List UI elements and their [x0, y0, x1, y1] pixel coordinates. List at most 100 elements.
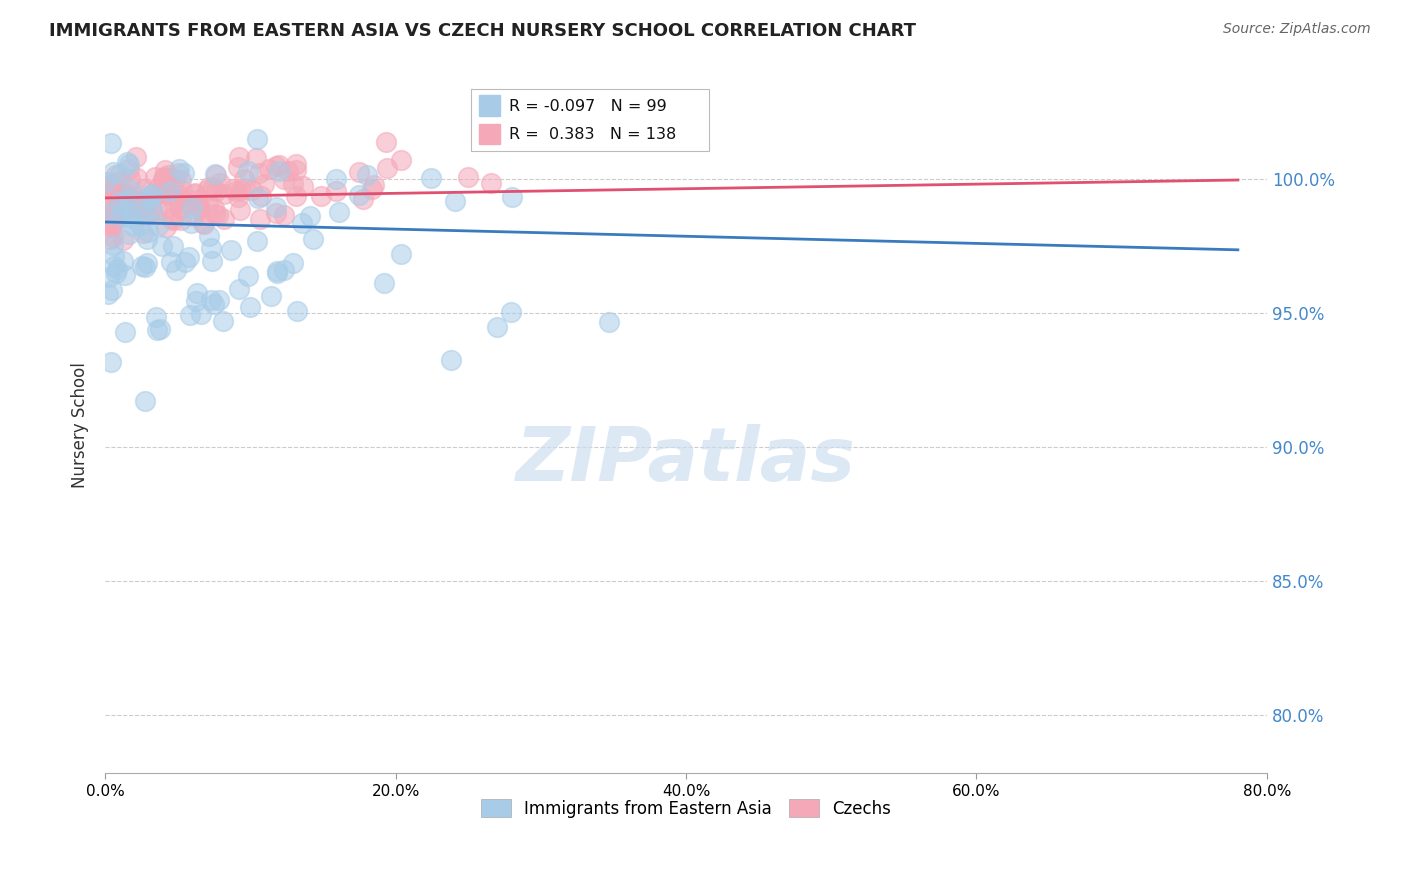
Point [115, 199, 138, 213]
Point [157, 170, 180, 185]
Point [100, 136, 122, 151]
Point [204, 167, 226, 181]
Point [131, 260, 153, 274]
Point [110, 194, 132, 209]
Point [136, 189, 159, 203]
Point [114, 268, 136, 283]
Point [117, 157, 139, 171]
Point [97, 186, 120, 200]
Point [105, 206, 128, 220]
Point [138, 194, 160, 208]
Point [207, 208, 229, 222]
Point [153, 186, 176, 200]
Point [204, 168, 226, 182]
Point [124, 198, 146, 212]
Point [100, 355, 122, 369]
Point [299, 209, 322, 223]
Point [153, 169, 176, 184]
Point [212, 313, 235, 327]
Point [188, 202, 211, 216]
Point [200, 293, 222, 308]
Point [94, 175, 117, 189]
Point [127, 205, 149, 219]
Point [170, 183, 193, 197]
Point [183, 187, 205, 202]
Point [143, 170, 166, 185]
Point [239, 300, 262, 314]
Point [114, 191, 136, 205]
Bar [479, 123, 501, 145]
Point [107, 201, 129, 215]
FancyBboxPatch shape [471, 89, 709, 151]
Point [122, 190, 145, 204]
Point [266, 266, 288, 280]
Point [202, 180, 225, 194]
Point [132, 226, 155, 240]
Point [100, 195, 122, 210]
Point [138, 207, 160, 221]
Point [150, 238, 173, 252]
Point [100, 182, 122, 196]
Point [114, 325, 136, 339]
Point [499, 305, 522, 319]
Point [125, 150, 148, 164]
Point [148, 219, 170, 233]
Point [108, 167, 131, 181]
Point [301, 232, 323, 246]
Point [229, 202, 252, 217]
Point [207, 293, 229, 307]
Point [228, 150, 250, 164]
Point [101, 237, 124, 252]
Point [146, 323, 169, 337]
Point [356, 169, 378, 183]
Point [391, 153, 413, 167]
Point [187, 195, 209, 210]
Point [292, 178, 315, 193]
Point [165, 172, 187, 186]
Point [204, 207, 226, 221]
Point [98, 269, 121, 284]
Point [485, 319, 508, 334]
Point [204, 184, 226, 198]
Point [166, 193, 188, 207]
Point [118, 171, 141, 186]
Point [152, 182, 174, 196]
Point [129, 218, 152, 232]
Point [108, 206, 131, 220]
Point [260, 289, 283, 303]
Point [200, 241, 222, 255]
Point [107, 175, 129, 189]
Point [184, 186, 207, 201]
Point [165, 263, 187, 277]
Point [281, 177, 304, 191]
Point [97, 178, 120, 193]
Point [457, 170, 479, 185]
Point [202, 201, 225, 215]
Point [98, 214, 121, 228]
Point [111, 254, 134, 268]
Point [180, 216, 202, 230]
Point [225, 184, 247, 198]
Point [118, 227, 141, 241]
Point [110, 209, 132, 223]
Point [284, 189, 307, 203]
Point [347, 188, 370, 202]
Text: Source: ZipAtlas.com: Source: ZipAtlas.com [1223, 22, 1371, 37]
Point [132, 182, 155, 196]
Point [146, 181, 169, 195]
Point [169, 201, 191, 215]
Point [134, 260, 156, 274]
Point [122, 219, 145, 233]
Legend: Immigrants from Eastern Asia, Czechs: Immigrants from Eastern Asia, Czechs [474, 793, 897, 824]
Point [111, 201, 134, 215]
Point [420, 171, 443, 186]
Point [180, 201, 202, 215]
Point [228, 160, 250, 174]
Point [290, 216, 312, 230]
Point [97, 196, 120, 211]
Point [101, 229, 124, 244]
Point [112, 186, 135, 200]
Point [375, 136, 398, 150]
Point [328, 205, 350, 219]
Point [104, 266, 127, 280]
